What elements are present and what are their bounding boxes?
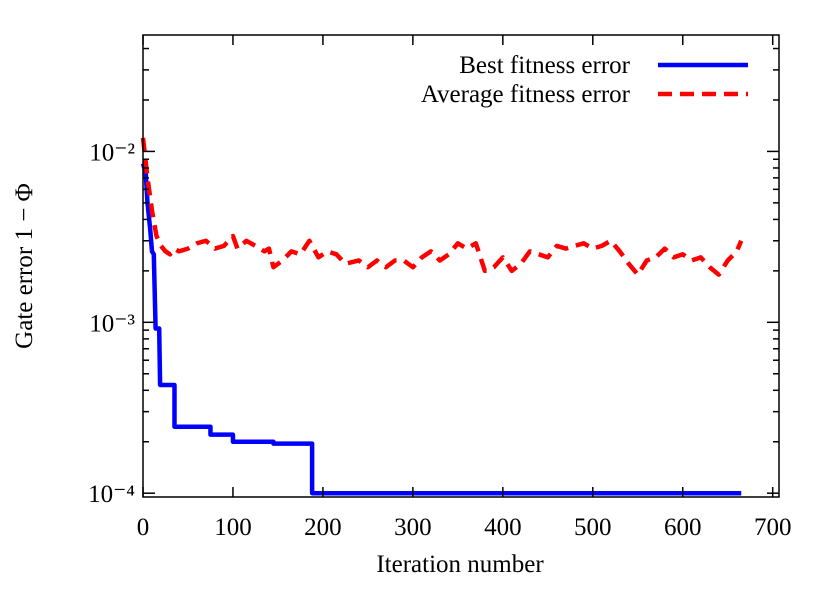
x-axis-label: Iteration number [376, 551, 544, 578]
x-tick-label: 300 [394, 514, 432, 541]
y-tick-label: 10⁻³ [89, 310, 135, 337]
x-tick-label: 200 [304, 514, 342, 541]
x-tick-label: 500 [574, 514, 612, 541]
x-tick-label: 600 [664, 514, 702, 541]
series-line [140, 162, 742, 496]
y-tick-label: 10⁻² [89, 139, 135, 166]
series-line [140, 137, 744, 277]
plot-frame [142, 34, 780, 498]
y-axis-label: Gate error 1 − Φ [11, 183, 38, 349]
x-tick-label: 700 [754, 514, 792, 541]
x-tick-label: 100 [214, 514, 252, 541]
x-tick-label: 400 [484, 514, 522, 541]
legend-label: Average fitness error [421, 81, 631, 108]
y-tick-label: 10⁻⁴ [88, 481, 135, 508]
legend-label: Best fitness error [459, 52, 630, 79]
x-tick-label: 0 [137, 514, 150, 541]
